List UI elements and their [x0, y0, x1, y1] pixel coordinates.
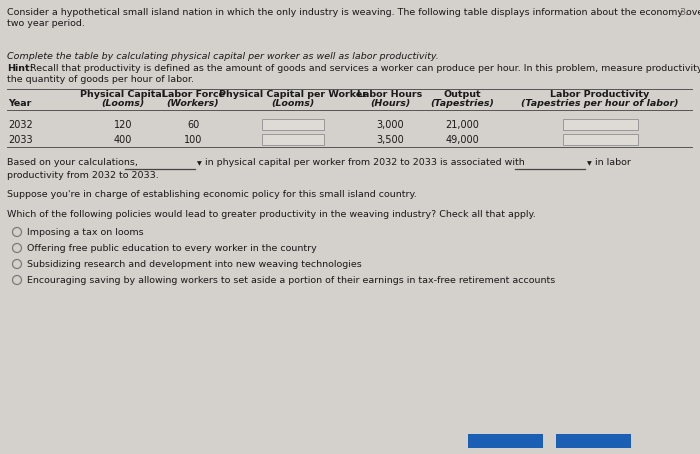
- Text: 400: 400: [114, 135, 132, 145]
- Text: 60: 60: [187, 120, 199, 130]
- FancyBboxPatch shape: [262, 134, 324, 145]
- Text: 100: 100: [184, 135, 202, 145]
- Text: Based on your calculations,: Based on your calculations,: [7, 158, 138, 167]
- Text: Year: Year: [8, 99, 32, 108]
- Text: 49,000: 49,000: [445, 135, 479, 145]
- Text: (Tapestries per hour of labor): (Tapestries per hour of labor): [522, 99, 679, 108]
- Text: 2033: 2033: [8, 135, 33, 145]
- Text: two year period.: two year period.: [7, 19, 85, 28]
- Text: 120: 120: [113, 120, 132, 130]
- Text: Recall that productivity is defined as the amount of goods and services a worker: Recall that productivity is defined as t…: [27, 64, 700, 73]
- Text: Encouraging saving by allowing workers to set aside a portion of their earnings : Encouraging saving by allowing workers t…: [27, 276, 555, 285]
- FancyBboxPatch shape: [468, 434, 543, 448]
- Text: Physical Capital per Worker: Physical Capital per Worker: [219, 90, 367, 99]
- Text: Offering free public education to every worker in the country: Offering free public education to every …: [27, 244, 316, 253]
- Text: Labor Productivity: Labor Productivity: [550, 90, 650, 99]
- Text: Complete the table by calculating physical capital per worker as well as labor p: Complete the table by calculating physic…: [7, 52, 439, 61]
- Text: 21,000: 21,000: [445, 120, 479, 130]
- Text: 3,500: 3,500: [376, 135, 404, 145]
- Text: Labor Hours: Labor Hours: [358, 90, 423, 99]
- Text: Output: Output: [443, 90, 481, 99]
- FancyBboxPatch shape: [563, 119, 638, 130]
- Text: productivity from 2032 to 2033.: productivity from 2032 to 2033.: [7, 171, 159, 180]
- FancyBboxPatch shape: [563, 134, 638, 145]
- Text: ▼: ▼: [587, 161, 592, 166]
- Text: ▼: ▼: [197, 161, 202, 166]
- Text: (Looms): (Looms): [102, 99, 145, 108]
- Text: (Looms): (Looms): [272, 99, 314, 108]
- Text: Consider a hypothetical small island nation in which the only industry is weavin: Consider a hypothetical small island nat…: [7, 8, 700, 17]
- Text: Labor Force: Labor Force: [162, 90, 225, 99]
- Text: Hint:: Hint:: [7, 64, 34, 73]
- Text: in labor: in labor: [595, 158, 631, 167]
- Text: 2032: 2032: [8, 120, 33, 130]
- Text: Physical Capital: Physical Capital: [80, 90, 165, 99]
- Text: in physical capital per worker from 2032 to 2033 is associated with: in physical capital per worker from 2032…: [205, 158, 525, 167]
- Text: Suppose you're in charge of establishing economic policy for this small island c: Suppose you're in charge of establishing…: [7, 190, 416, 199]
- Text: (Hours): (Hours): [370, 99, 410, 108]
- FancyBboxPatch shape: [556, 434, 631, 448]
- Text: the quantity of goods per hour of labor.: the quantity of goods per hour of labor.: [7, 75, 194, 84]
- Text: Imposing a tax on looms: Imposing a tax on looms: [27, 228, 144, 237]
- FancyBboxPatch shape: [262, 119, 324, 130]
- Text: Subsidizing research and development into new weaving technologies: Subsidizing research and development int…: [27, 260, 362, 269]
- Text: (Tapestries): (Tapestries): [430, 99, 494, 108]
- Text: 3,000: 3,000: [376, 120, 404, 130]
- Text: Which of the following policies would lead to greater productivity in the weavin: Which of the following policies would le…: [7, 210, 536, 219]
- Text: (Workers): (Workers): [167, 99, 219, 108]
- Text: 3.: 3.: [679, 8, 688, 17]
